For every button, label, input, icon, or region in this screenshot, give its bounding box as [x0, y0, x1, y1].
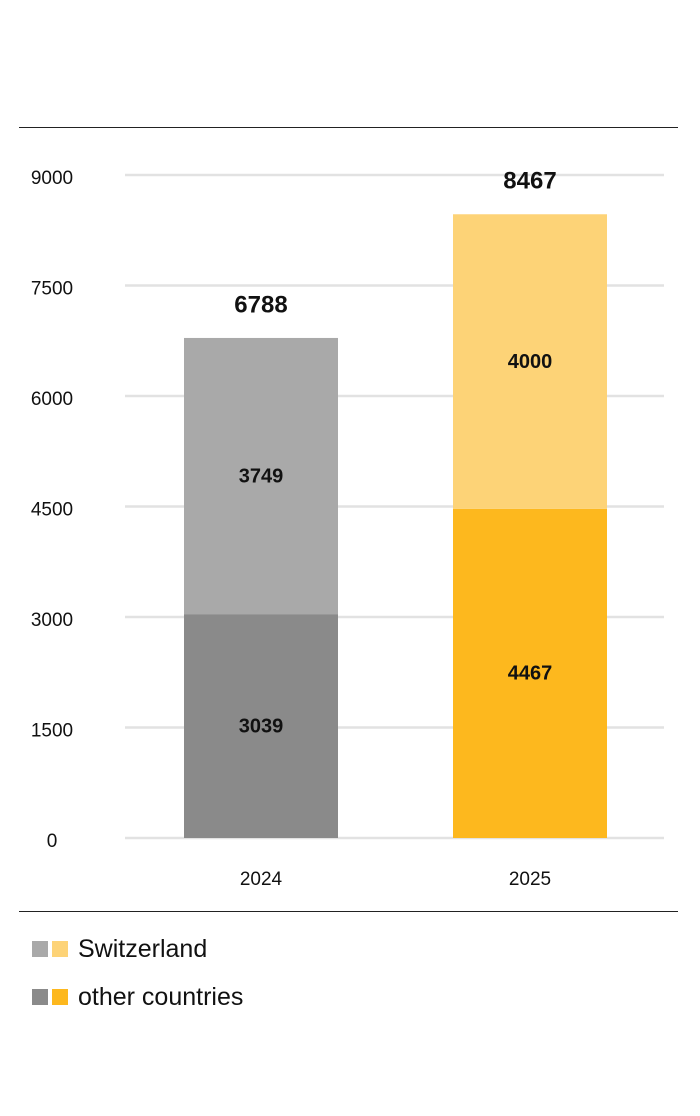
legend-label: other countries: [78, 982, 244, 1011]
bar-value-label: 3749: [239, 465, 284, 487]
y-tick-label: 1500: [31, 721, 73, 742]
bar-value-label: 4467: [508, 663, 553, 685]
y-tick-label: 4500: [31, 500, 73, 521]
y-tick-label: 3000: [31, 610, 73, 631]
y-tick-label: 6000: [31, 389, 73, 410]
bar-value-label: 4000: [508, 351, 553, 373]
y-tick-label: 0: [47, 831, 58, 852]
y-tick-label: 9000: [31, 168, 73, 189]
x-tick-label: 2025: [509, 869, 551, 890]
bar-total-label: 6788: [234, 291, 287, 318]
x-tick-label: 2024: [240, 869, 283, 890]
legend-swatch-2025-other-countries: [52, 989, 68, 1005]
bar-segment-2024-switzerland: [184, 337, 338, 615]
legend-swatch-2025-switzerland: [52, 941, 68, 957]
bar-value-label: 3039: [239, 715, 284, 737]
bottom-divider: [19, 911, 678, 912]
top-divider: [19, 127, 678, 128]
legend-label: Switzerland: [78, 934, 208, 963]
legend-swatch-2024-switzerland: [32, 941, 48, 957]
bar-segment-2024-other-countries: [184, 614, 338, 838]
legend-item-other-countries: other countries: [32, 982, 243, 1012]
y-tick-label: 7500: [31, 279, 73, 300]
legend-item-switzerland: Switzerland: [32, 934, 207, 964]
bar-segment-2025-switzerland: [453, 214, 607, 509]
bar-segment-2025-other-countries: [453, 508, 607, 838]
legend-swatch-2024-other-countries: [32, 989, 48, 1005]
bar-total-label: 8467: [503, 168, 556, 195]
